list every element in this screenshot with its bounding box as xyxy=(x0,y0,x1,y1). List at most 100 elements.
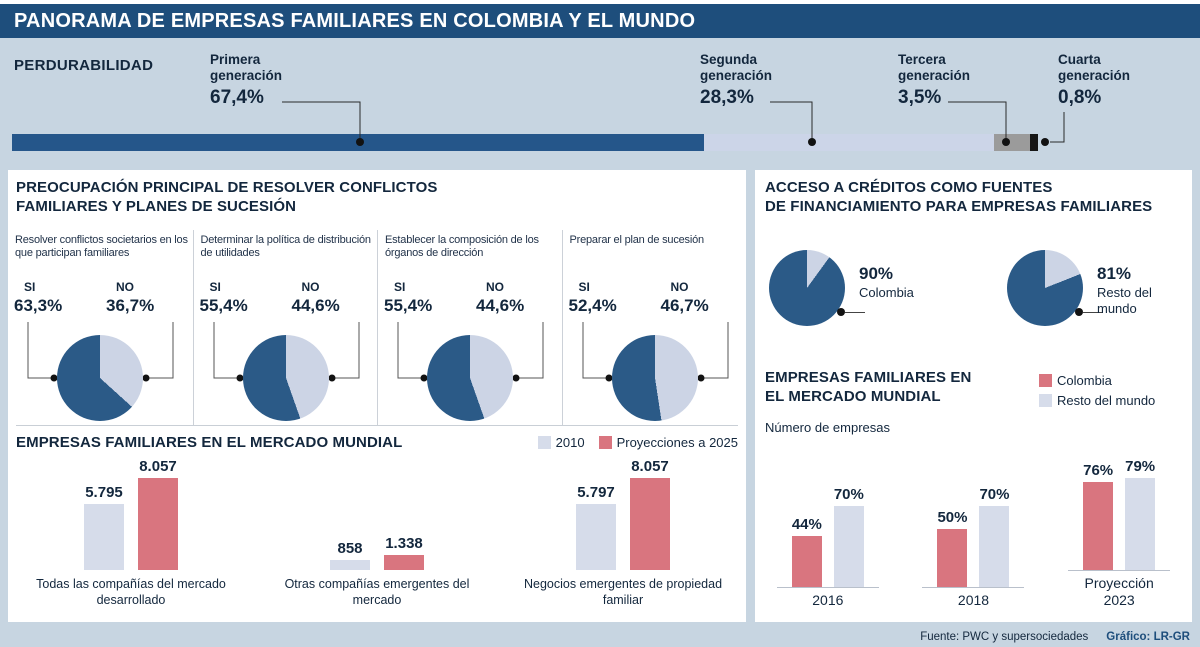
legend-swatch-colombia xyxy=(1039,374,1052,387)
bars-row: 5.795 8.057 xyxy=(84,458,178,570)
bar-2010: 5.795 xyxy=(84,484,124,570)
bar-segment-primera xyxy=(12,134,704,151)
perdurabilidad-section: PERDURABILIDAD Primera generación 67,4% … xyxy=(0,38,1200,168)
legend-label: Colombia xyxy=(1057,373,1112,388)
pie-chart-colombia xyxy=(769,250,845,326)
bar-group-proyeccion-2023: 76% 79% Proyección 2023 xyxy=(1068,455,1171,609)
bar-value-label: 76% xyxy=(1083,462,1114,479)
no-label: NO xyxy=(301,280,320,294)
creditos-title: ACCESO A CRÉDITOS COMO FUENTES DE FINANC… xyxy=(765,178,1152,216)
bar-segment-segunda xyxy=(703,134,994,151)
mercado-mundial-header: EMPRESAS FAMILIARES EN EL MERCADO MUNDIA… xyxy=(16,433,738,452)
si-label: SI xyxy=(578,280,590,294)
pie-description: Establecer la composición de los órganos… xyxy=(385,234,539,260)
bar-colombia: 44% xyxy=(792,516,822,587)
generation-value: 67,4% xyxy=(210,86,264,108)
bar-resto: 79% xyxy=(1125,458,1155,570)
si-label: SI xyxy=(394,280,406,294)
mercado-mundial-title: EMPRESAS FAMILIARES EN EL MERCADO MUNDIA… xyxy=(16,434,403,451)
bar-resto: 70% xyxy=(834,486,864,587)
bar-group-2016: 44% 70% 2016 xyxy=(776,472,879,609)
bar-2025: 1.338 xyxy=(384,535,424,570)
generation-name: Tercera generación xyxy=(898,52,971,83)
si-value: 55,4% xyxy=(384,296,433,315)
generation-name: Primera generación xyxy=(210,52,283,83)
pie-chart-direccion-si-no xyxy=(427,335,513,421)
pie-chart-conflictos-si-no xyxy=(57,335,143,421)
generation-name: Cuarta generación xyxy=(1058,52,1131,83)
pie-column-sucesion: Preparar el plan de sucesión SI NO 52,4%… xyxy=(561,230,747,425)
bar-2010: 5.797 xyxy=(576,484,616,570)
bar-group-2018: 50% 70% 2018 xyxy=(922,472,1025,609)
pie-chart-sucesion-si-no xyxy=(611,335,698,421)
pie-column-direccion: Establecer la composición de los órganos… xyxy=(377,230,562,425)
bar-rect-2025 xyxy=(384,555,424,570)
conflictos-pie-columns: Resolver conflictos societarios en los q… xyxy=(8,230,746,425)
generation-value: 0,8% xyxy=(1058,86,1102,108)
no-value: 36,7% xyxy=(106,296,155,315)
bar-rect-2010 xyxy=(330,560,370,570)
pie-label: Resto del mundo xyxy=(1097,285,1152,316)
footer: Fuente: PWC y supersociedades Gráfico: L… xyxy=(0,626,1200,647)
legend-item-2010: 2010 xyxy=(537,435,585,450)
si-label: SI xyxy=(209,280,221,294)
top-strip xyxy=(0,0,1200,4)
generation-label-segunda: Segunda generación 28,3% xyxy=(700,52,830,109)
pie-chart-utilidades-si-no xyxy=(242,335,329,421)
pie-label: Colombia xyxy=(859,285,914,300)
pie-leader-line xyxy=(845,312,865,313)
conflictos-title: PREOCUPACIÓN PRINCIPAL DE RESOLVER CONFL… xyxy=(16,178,437,216)
bar-value-label: 1.338 xyxy=(385,535,423,552)
creditos-title-line1: ACCESO A CRÉDITOS COMO FUENTES xyxy=(765,179,1053,196)
bar-rect-2010 xyxy=(576,504,616,570)
legend-item-proyecciones: Proyecciones a 2025 xyxy=(598,435,738,451)
bar-group-caption: 2016 xyxy=(776,586,879,609)
mercado-der-title-line1: EMPRESAS FAMILIARES EN xyxy=(765,369,972,386)
pie-value: 90% xyxy=(859,264,894,283)
generation-value: 3,5% xyxy=(898,86,942,108)
bar-value-label: 50% xyxy=(937,508,968,526)
bar-rect-2025 xyxy=(138,478,178,570)
header-bar: PANORAMA DE EMPRESAS FAMILIARES EN COLOM… xyxy=(0,4,1200,38)
perdurabilidad-label: PERDURABILIDAD xyxy=(14,57,154,74)
mercado-der-bar-chart: 44% 70% 2016 50% xyxy=(755,455,1192,609)
si-value: 63,3% xyxy=(14,296,63,315)
generation-name: Segunda generación xyxy=(700,52,773,83)
bar-segment-tercera xyxy=(993,134,1030,151)
conflictos-title-line1: PREOCUPACIÓN PRINCIPAL DE RESOLVER CONFL… xyxy=(16,179,438,196)
no-value: 44,6% xyxy=(476,296,525,315)
legend-item-resto: Resto del mundo xyxy=(1039,393,1155,408)
bar-value-label: 5.795 xyxy=(85,484,123,501)
bar-value-label: 5.797 xyxy=(577,484,615,501)
bar-rect-resto xyxy=(1125,478,1156,570)
bar-group-caption: Todas las compañías del mercado desarrol… xyxy=(36,577,226,607)
pie-value: 81% xyxy=(1097,264,1132,283)
bar-2010: 858 xyxy=(330,540,370,570)
generation-label-tercera: Tercera generación 3,5% xyxy=(898,52,1028,109)
bars-row: 44% 70% xyxy=(792,472,864,587)
bar-rect-colombia xyxy=(937,528,968,587)
bar-rect-2025 xyxy=(630,478,670,570)
perdurabilidad-stacked-bar xyxy=(12,134,1038,151)
legend-label: Proyecciones a 2025 xyxy=(616,435,738,451)
pie-description: Preparar el plan de sucesión xyxy=(569,234,705,246)
no-label: NO xyxy=(486,280,504,294)
bar-group-caption: 2018 xyxy=(922,586,1025,609)
pie-chart-resto-del-mundo xyxy=(1007,250,1083,326)
creditos-title-line2: DE FINANCIAMIENTO PARA EMPRESAS FAMILIAR… xyxy=(765,198,1153,216)
mercado-der-title: EMPRESAS FAMILIARES EN EL MERCADO MUNDIA… xyxy=(765,368,971,406)
pie-dot xyxy=(1075,308,1083,316)
creditos-panel: ACCESO A CRÉDITOS COMO FUENTES DE FINANC… xyxy=(755,170,1192,622)
legend-swatch-2010 xyxy=(537,436,551,450)
bar-value-label: 79% xyxy=(1125,458,1156,475)
bar-rect-colombia xyxy=(791,535,822,587)
mercado-der-title-line2: EL MERCADO MUNDIAL xyxy=(765,388,941,406)
pie-column-conflictos: Resolver conflictos societarios en los q… xyxy=(8,230,193,425)
bar-value-label: 8.057 xyxy=(139,458,177,475)
legend: Colombia Resto del mundo xyxy=(1039,373,1155,408)
graphic-credit: Gráfico: LR-GR xyxy=(1106,630,1190,643)
si-label: SI xyxy=(24,280,36,294)
bar-rect-resto xyxy=(979,505,1010,587)
generation-value: 28,3% xyxy=(700,86,754,108)
